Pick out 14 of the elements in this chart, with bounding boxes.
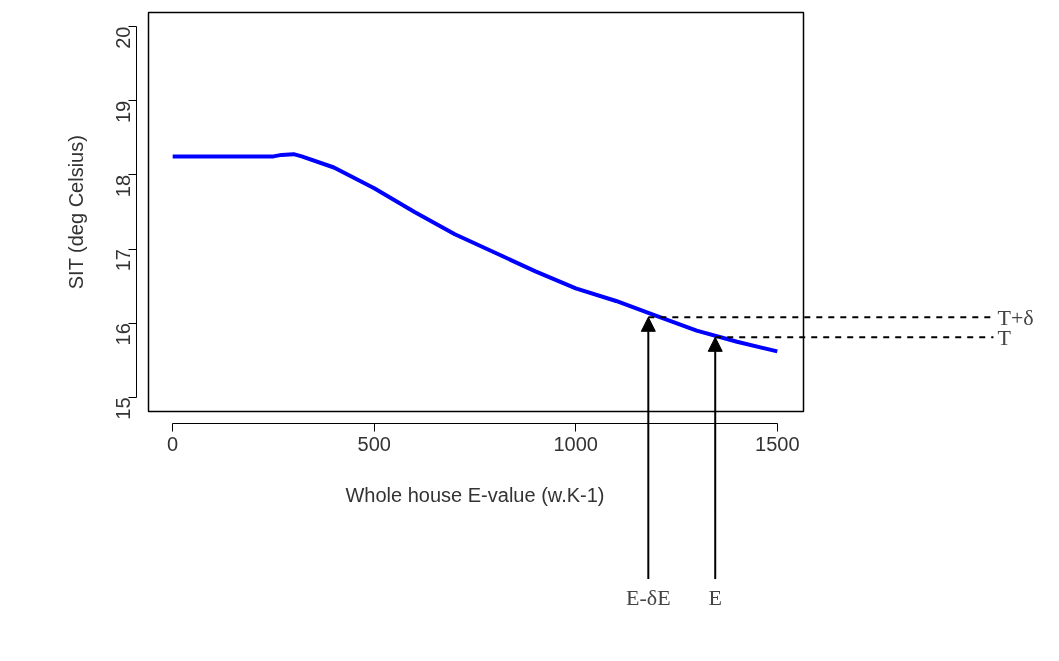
x-axis-title: Whole house E-value (w.K-1): [345, 483, 605, 506]
x-tick-label: 0: [167, 432, 179, 455]
y-tick-label: 20: [112, 26, 135, 49]
y-tick-label: 15: [112, 397, 135, 420]
y-axis-title: SIT (deg Celsius): [64, 135, 87, 290]
y-tick-label: 17: [112, 249, 135, 272]
annotation: E-δE: [626, 585, 671, 611]
x-tick-label: 500: [357, 432, 391, 455]
x-tick-label: 1000: [553, 432, 599, 455]
y-tick-label: 19: [112, 100, 135, 123]
annotation: E: [708, 585, 722, 611]
y-tick-label: 16: [112, 323, 135, 346]
x-tick-label: 1500: [755, 432, 800, 455]
y-tick-label: 18: [112, 174, 135, 198]
